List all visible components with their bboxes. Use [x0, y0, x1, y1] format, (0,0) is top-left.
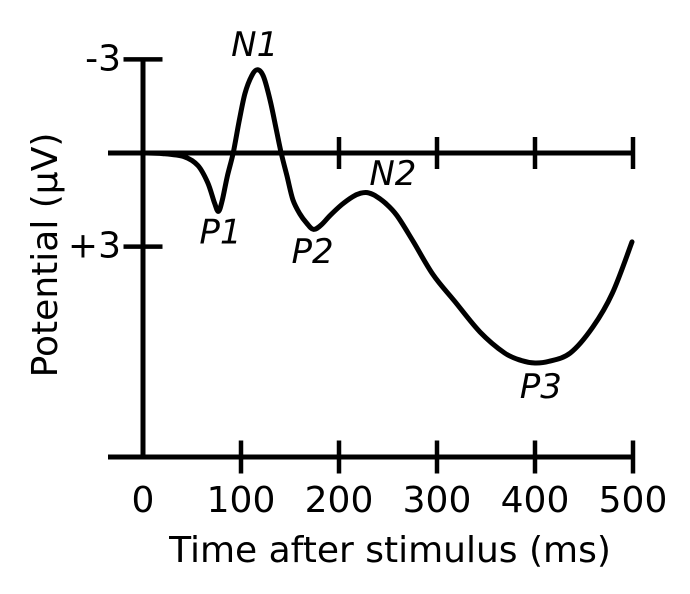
peak-label-n1: N1	[231, 25, 278, 65]
peak-label-p1: P1	[199, 212, 241, 252]
annotations-layer: P1 N1 P2 N2 P3	[199, 25, 562, 407]
axes-layer	[108, 57, 636, 474]
peak-label-p2: P2	[291, 232, 333, 272]
x-tick-label-400: 400	[501, 480, 570, 521]
waveform-layer	[140, 67, 635, 366]
x-tick-label-300: 300	[403, 480, 472, 521]
x-tick-label-100: 100	[207, 480, 276, 521]
peak-label-n2: N2	[369, 154, 416, 194]
x-tick-label-200: 200	[305, 480, 374, 521]
x-tick-label-0: 0	[132, 480, 155, 521]
x-tick-label-500: 500	[599, 480, 668, 521]
x-axis-title: Time after stimulus (ms)	[168, 530, 611, 571]
x-tick-labels-layer: 0 100 200 300 400 500	[132, 480, 668, 521]
peak-label-p3: P3	[520, 367, 562, 407]
y-tick-labels-layer: -3 +3	[68, 38, 121, 266]
y-tick-label-3: +3	[68, 226, 121, 267]
y-axis-title: Potential (µV)	[25, 133, 66, 378]
erp-waveform-curve	[140, 67, 635, 366]
y-tick-label--3: -3	[85, 38, 121, 79]
